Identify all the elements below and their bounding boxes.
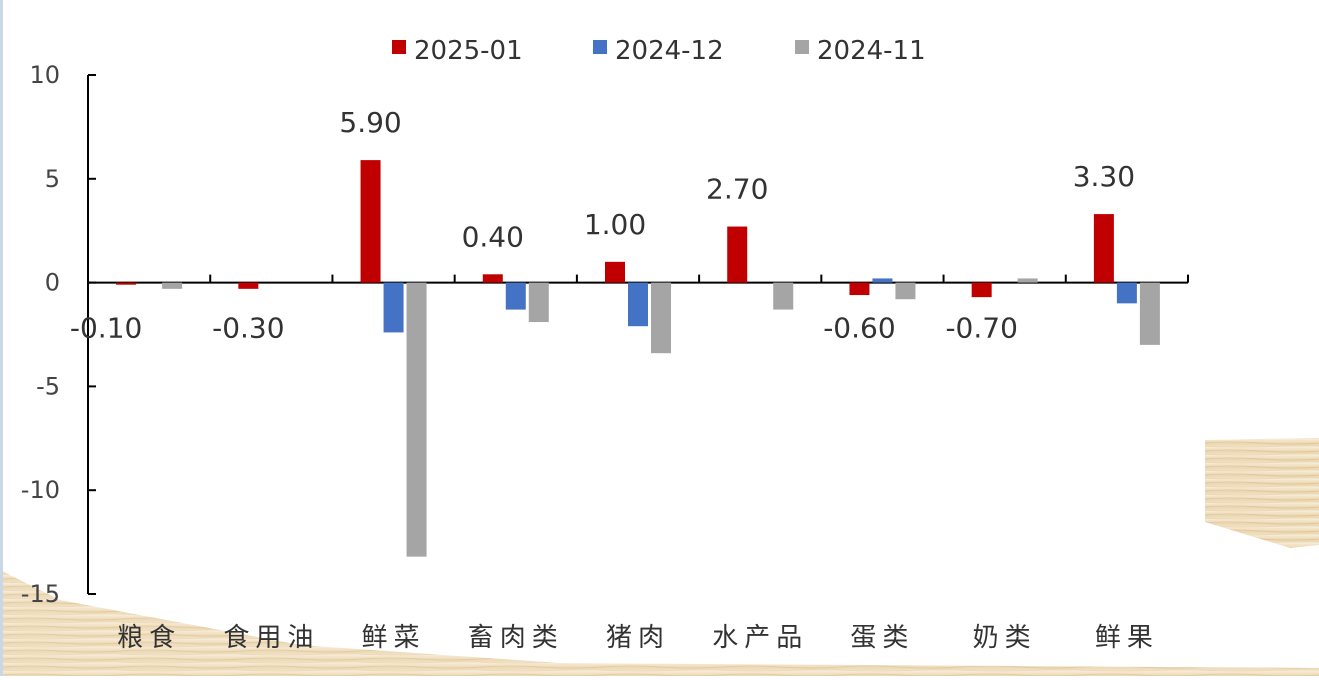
category-label: 蛋类	[850, 623, 914, 653]
category-label: 水产品	[712, 623, 808, 653]
bar-2025-01-鲜果	[1093, 214, 1114, 283]
y-tick-label: -15	[21, 580, 60, 608]
data-labels: -0.10 -0.30 5.90 0.40 1.00 2.70 -0.60 -0.70 3.30	[70, 106, 1135, 344]
bar-2024-11-猪肉	[651, 282, 671, 354]
legend: 2025-01 2024-12 2024-11	[392, 36, 926, 66]
data-label: -0.10	[70, 312, 142, 345]
bar-2025-01-畜肉类	[482, 274, 503, 283]
data-label: -0.30	[212, 312, 284, 345]
category-label: 鲜菜	[362, 623, 426, 653]
y-tick-label: 5	[45, 165, 60, 193]
category-label: 粮食	[117, 623, 181, 653]
category-label: 畜肉类	[468, 623, 564, 653]
bar-2025-01-猪肉	[605, 261, 625, 283]
data-label: -0.60	[823, 312, 895, 345]
decor-texture-right	[1205, 438, 1319, 548]
bar-2024-11-奶类	[1017, 278, 1038, 283]
decor-texture-bottom	[0, 570, 1319, 676]
legend-swatch	[593, 40, 607, 54]
bar-2024-11-畜肉类	[528, 282, 549, 323]
category-label: 奶类	[973, 623, 1037, 653]
data-label: 3.30	[1073, 160, 1135, 193]
data-label: -0.70	[945, 312, 1017, 345]
category-label: 鲜果	[1095, 623, 1159, 653]
bar-2025-01-蛋类	[849, 282, 870, 296]
data-label: 5.90	[339, 106, 401, 139]
data-label: 0.40	[462, 220, 524, 253]
decor-left-edge	[0, 0, 3, 676]
data-label: 2.70	[706, 173, 768, 206]
y-tick-label: 10	[29, 61, 60, 89]
axes: 10 5 0 -5 -10 -15 粮食 食用油 鲜菜 畜肉类 猪肉 水产品 蛋类 奶类 鲜果	[21, 61, 1189, 653]
bars	[116, 160, 1160, 557]
bar-2024-12-猪肉	[628, 282, 648, 327]
legend-label: 2024-11	[817, 36, 926, 66]
bar-2024-11-粮食	[162, 282, 183, 289]
bar-2025-01-奶类	[971, 282, 992, 298]
bar-2025-01-水产品	[727, 226, 748, 283]
legend-label: 2025-01	[414, 36, 523, 66]
bar-2024-11-鲜果	[1139, 282, 1160, 345]
category-label: 猪肉	[606, 623, 670, 653]
bar-2024-11-水产品	[773, 282, 794, 310]
bar-2025-01-鲜菜	[360, 160, 381, 283]
y-tick-label: -10	[21, 476, 60, 504]
bar-2024-12-鲜果	[1116, 282, 1137, 304]
category-label: 食用油	[223, 623, 319, 653]
legend-label: 2024-12	[615, 36, 724, 66]
y-tick-label: 0	[45, 269, 60, 297]
data-label: 1.00	[584, 208, 646, 241]
bar-2025-01-食用油	[238, 282, 259, 289]
bar-2024-11-鲜菜	[406, 282, 427, 557]
y-tick-label: -5	[36, 372, 60, 400]
bar-2024-11-蛋类	[895, 282, 916, 300]
bar-2025-01-粮食	[116, 282, 137, 285]
bar-2024-12-鲜菜	[383, 282, 404, 333]
legend-swatch	[392, 40, 406, 54]
legend-swatch	[795, 40, 809, 54]
bar-2024-12-畜肉类	[505, 282, 526, 310]
bar-2024-12-蛋类	[872, 278, 893, 283]
